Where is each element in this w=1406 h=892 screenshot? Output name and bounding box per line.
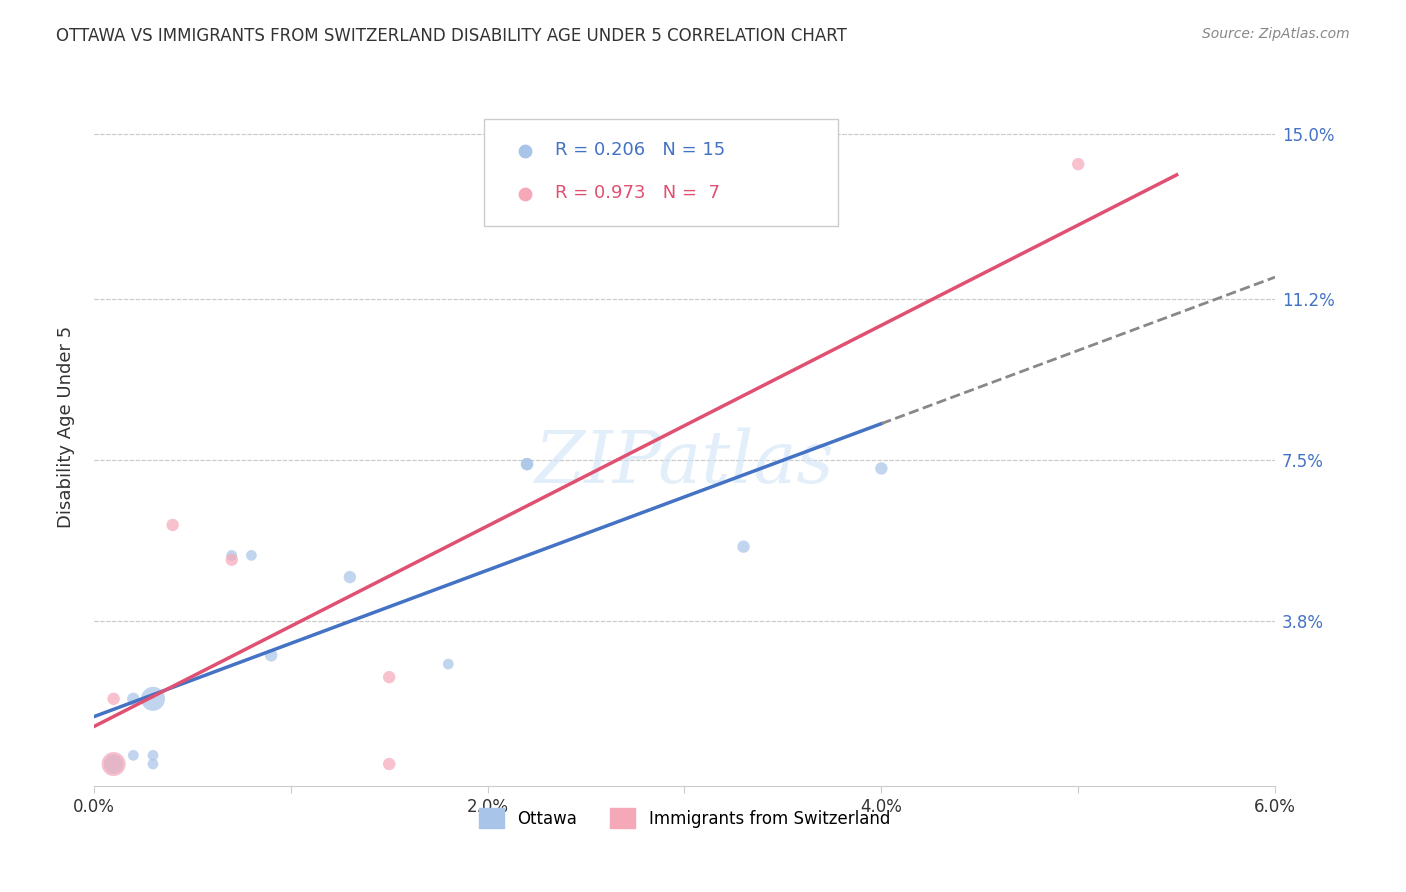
Ottawa (437, 657, 460, 671)
Immigrants from Switzerland (103, 757, 125, 772)
Ottawa (339, 570, 361, 584)
Ottawa (122, 691, 145, 706)
Text: ZIPatlas: ZIPatlas (534, 428, 834, 499)
Text: R = 0.973   N =  7: R = 0.973 N = 7 (554, 184, 720, 202)
Immigrants from Switzerland (378, 670, 401, 684)
Ottawa (142, 757, 165, 772)
Text: OTTAWA VS IMMIGRANTS FROM SWITZERLAND DISABILITY AGE UNDER 5 CORRELATION CHART: OTTAWA VS IMMIGRANTS FROM SWITZERLAND DI… (56, 27, 846, 45)
Immigrants from Switzerland (378, 757, 401, 772)
Y-axis label: Disability Age Under 5: Disability Age Under 5 (58, 326, 75, 528)
Ottawa (122, 748, 145, 763)
Legend: Ottawa, Immigrants from Switzerland: Ottawa, Immigrants from Switzerland (472, 801, 897, 835)
Text: R = 0.206   N = 15: R = 0.206 N = 15 (554, 141, 725, 159)
Ottawa (870, 461, 893, 475)
Ottawa (221, 549, 243, 563)
Ottawa (142, 748, 165, 763)
Ottawa (516, 457, 538, 471)
Text: Source: ZipAtlas.com: Source: ZipAtlas.com (1202, 27, 1350, 41)
Ottawa (516, 457, 538, 471)
Ottawa (733, 540, 755, 554)
Ottawa (142, 691, 165, 706)
FancyBboxPatch shape (484, 119, 838, 227)
Ottawa (103, 757, 125, 772)
Immigrants from Switzerland (103, 691, 125, 706)
Ottawa (240, 549, 263, 563)
Ottawa (260, 648, 283, 663)
Immigrants from Switzerland (221, 553, 243, 567)
Immigrants from Switzerland (162, 518, 184, 533)
Immigrants from Switzerland (1067, 157, 1090, 171)
